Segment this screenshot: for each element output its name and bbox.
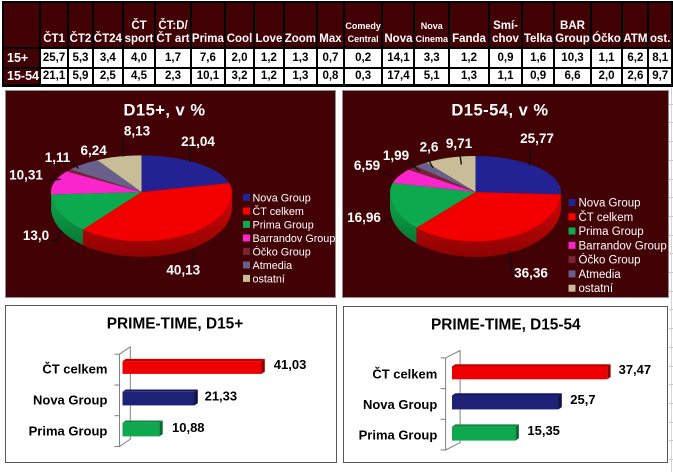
svg-text:25,7: 25,7: [570, 392, 595, 407]
svg-text:15,35: 15,35: [527, 423, 560, 438]
svg-text:Nova Group: Nova Group: [363, 397, 437, 412]
svg-text:9,71: 9,71: [446, 136, 473, 151]
svg-text:ČT celkem: ČT celkem: [253, 205, 304, 218]
svg-text:Nova Group: Nova Group: [33, 392, 107, 407]
svg-text:D15-54, v %: D15-54, v %: [451, 102, 548, 120]
svg-text:Atmedia: Atmedia: [253, 260, 293, 272]
svg-text:D15+, v %: D15+, v %: [123, 102, 205, 120]
svg-text:Prima Group: Prima Group: [29, 423, 108, 438]
svg-text:Barrandov Group: Barrandov Group: [579, 240, 667, 252]
svg-text:10,31: 10,31: [9, 167, 43, 182]
svg-text:10,88: 10,88: [172, 420, 205, 435]
svg-text:Óčko Group: Óčko Group: [253, 245, 311, 258]
svg-text:ČT celkem: ČT celkem: [42, 361, 107, 376]
svg-text:Atmedia: Atmedia: [579, 269, 622, 281]
svg-text:Barrandov Group: Barrandov Group: [253, 233, 336, 245]
svg-text:1,11: 1,11: [45, 150, 71, 165]
svg-text:21,33: 21,33: [205, 388, 238, 403]
svg-text:Nova Group: Nova Group: [253, 192, 311, 204]
svg-text:Prima Group: Prima Group: [358, 428, 437, 443]
svg-text:ostatní: ostatní: [579, 283, 614, 295]
svg-text:6,24: 6,24: [80, 143, 107, 158]
svg-text:Óčko Group: Óčko Group: [579, 254, 641, 267]
svg-text:Prima Group: Prima Group: [579, 226, 644, 238]
svg-text:ČT celkem: ČT celkem: [372, 366, 437, 381]
svg-text:1,99: 1,99: [383, 148, 409, 163]
svg-text:Nova Group: Nova Group: [579, 198, 641, 210]
svg-text:8,13: 8,13: [124, 123, 151, 138]
svg-text:40,13: 40,13: [166, 262, 200, 277]
svg-text:ostatní: ostatní: [253, 273, 285, 285]
svg-text:PRIME-TIME, D15-54: PRIME-TIME, D15-54: [431, 316, 581, 333]
svg-text:41,03: 41,03: [274, 356, 307, 371]
svg-text:6,59: 6,59: [354, 158, 380, 173]
svg-text:16,96: 16,96: [347, 210, 381, 225]
svg-text:ČT celkem: ČT celkem: [579, 211, 634, 224]
svg-text:13,0: 13,0: [23, 228, 49, 243]
svg-text:2,6: 2,6: [420, 139, 439, 154]
svg-text:Prima Group: Prima Group: [253, 219, 314, 231]
svg-text:21,04: 21,04: [181, 134, 215, 149]
svg-text:37,47: 37,47: [618, 362, 651, 377]
svg-text:PRIME-TIME, D15+: PRIME-TIME, D15+: [107, 315, 243, 332]
svg-text:36,36: 36,36: [514, 265, 548, 280]
svg-text:25,77: 25,77: [520, 131, 554, 146]
